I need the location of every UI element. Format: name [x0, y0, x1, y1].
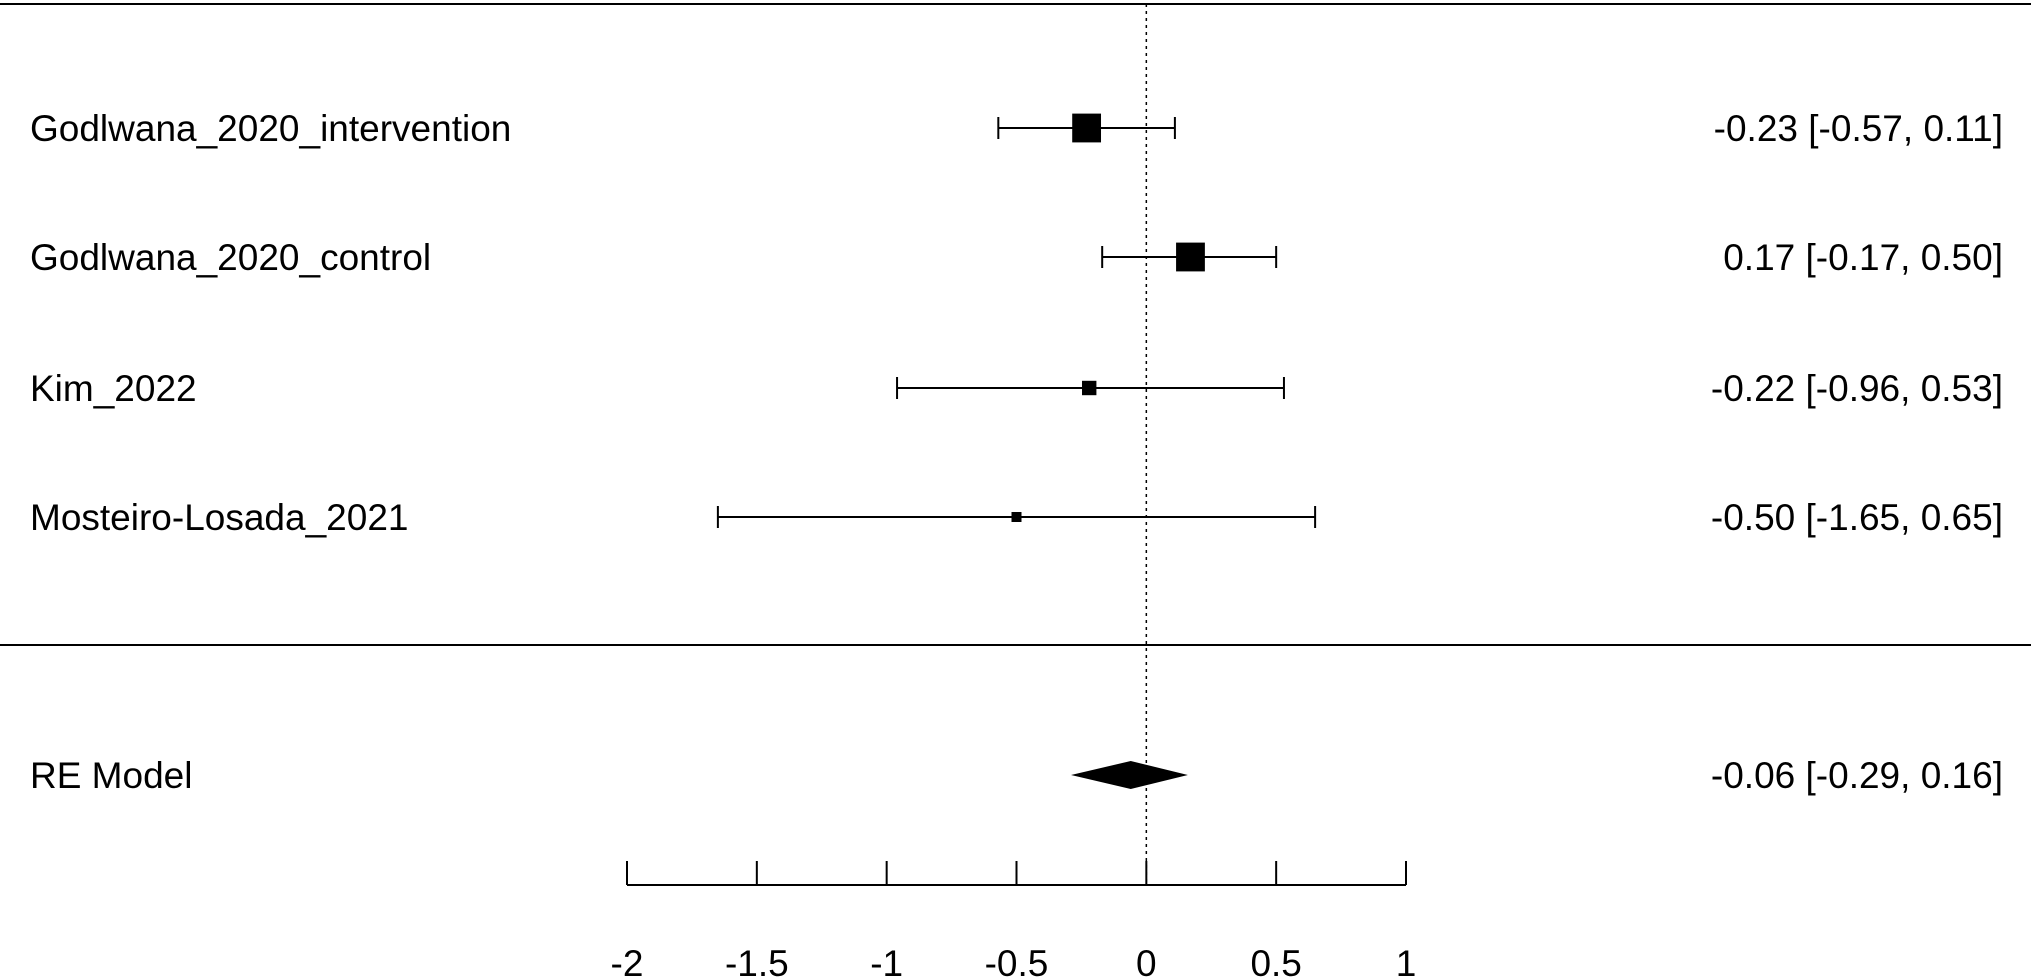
summary-diamond — [1071, 761, 1188, 789]
estimate-text: -0.22 [-0.96, 0.53] — [1711, 368, 2003, 409]
summary-row: RE Model -0.06 [-0.29, 0.16] — [30, 755, 2003, 796]
x-tick-label: 0.5 — [1250, 943, 1301, 978]
x-tick-label: -2 — [611, 943, 644, 978]
study-row: Godlwana_2020_control 0.17 [-0.17, 0.50] — [30, 237, 2003, 278]
study-label: Mosteiro-Losada_2021 — [30, 497, 408, 538]
x-tick-label: -1.5 — [725, 943, 789, 978]
estimate-text: -0.23 [-0.57, 0.11] — [1714, 108, 2003, 149]
x-tick-label: -0.5 — [985, 943, 1049, 978]
point-estimate-square — [1072, 113, 1102, 143]
point-estimate-square — [1082, 380, 1097, 396]
study-row: Kim_2022 -0.22 [-0.96, 0.53] — [30, 368, 2003, 409]
point-estimate-square — [1176, 242, 1205, 272]
study-rows: Godlwana_2020_intervention -0.23 [-0.57, … — [30, 108, 2003, 538]
x-tick-label: 1 — [1396, 943, 1417, 978]
estimate-text: 0.17 [-0.17, 0.50] — [1723, 237, 2003, 278]
x-tick-label: 0 — [1136, 943, 1157, 978]
study-row: Mosteiro-Losada_2021 -0.50 [-1.65, 0.65] — [30, 497, 2003, 538]
x-tick-label: -1 — [870, 943, 903, 978]
summary-label: RE Model — [30, 755, 192, 796]
study-row: Godlwana_2020_intervention -0.23 [-0.57, … — [30, 108, 2003, 149]
summary-estimate-text: -0.06 [-0.29, 0.16] — [1711, 755, 2003, 796]
study-label: Godlwana_2020_intervention — [30, 108, 511, 149]
estimate-text: -0.50 [-1.65, 0.65] — [1711, 497, 2003, 538]
point-estimate-square — [1011, 512, 1022, 522]
study-label: Kim_2022 — [30, 368, 197, 409]
study-label: Godlwana_2020_control — [30, 237, 431, 278]
x-axis: -2 -1.5 -1 -0.5 0 0.5 1 — [611, 861, 1417, 978]
